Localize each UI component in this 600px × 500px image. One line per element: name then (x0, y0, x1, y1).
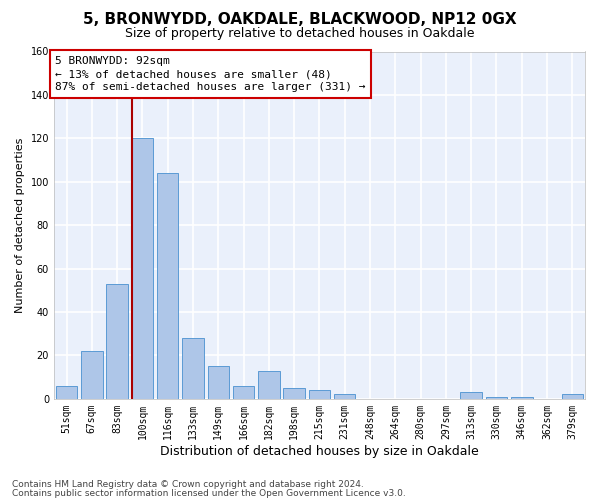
Bar (106, 284, 128, 399)
Text: Contains HM Land Registry data © Crown copyright and database right 2024.: Contains HM Land Registry data © Crown c… (12, 480, 364, 489)
Text: Size of property relative to detached houses in Oakdale: Size of property relative to detached ho… (125, 28, 475, 40)
Bar (182, 338, 204, 399)
Bar (511, 396, 533, 399)
Bar (233, 386, 254, 399)
Text: 5 BRONWYDD: 92sqm
← 13% of detached houses are smaller (48)
87% of semi-detached: 5 BRONWYDD: 92sqm ← 13% of detached hous… (55, 56, 365, 92)
Bar (283, 388, 305, 399)
Bar (208, 366, 229, 399)
Bar (460, 392, 482, 399)
Bar (131, 138, 153, 399)
Bar (258, 370, 280, 399)
Text: 5, BRONWYDD, OAKDALE, BLACKWOOD, NP12 0GX: 5, BRONWYDD, OAKDALE, BLACKWOOD, NP12 0G… (83, 12, 517, 28)
Bar (81, 351, 103, 399)
Bar (334, 394, 355, 399)
Bar (309, 390, 330, 399)
Text: Contains public sector information licensed under the Open Government Licence v3: Contains public sector information licen… (12, 490, 406, 498)
Bar (486, 396, 507, 399)
Bar (56, 386, 77, 399)
Bar (157, 173, 178, 399)
Bar (562, 394, 583, 399)
Y-axis label: Number of detached properties: Number of detached properties (15, 138, 25, 313)
X-axis label: Distribution of detached houses by size in Oakdale: Distribution of detached houses by size … (160, 444, 479, 458)
